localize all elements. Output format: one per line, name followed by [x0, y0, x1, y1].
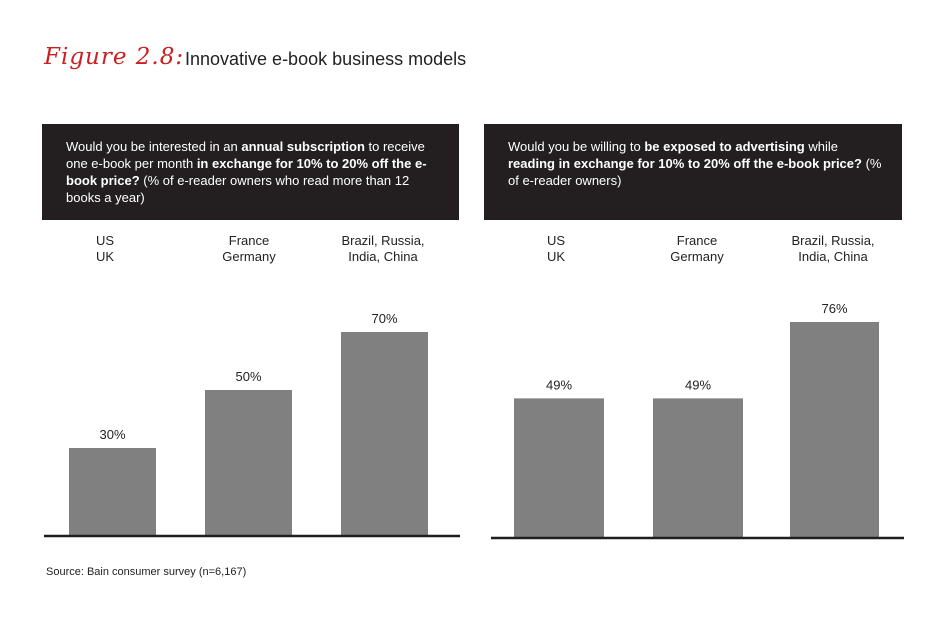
question-text-segment: in exchange for 10% to 20% off the e-boo…: [66, 156, 427, 188]
question-text-segment: (% of e-reader owners who read more than…: [66, 173, 410, 205]
category-label-line: Brazil, Russia,: [341, 233, 425, 248]
bar: [514, 398, 604, 537]
left-question-panel: Would you be interested in an annual sub…: [42, 124, 459, 220]
question-text-segment: while: [804, 139, 838, 154]
category-label-line: India, China: [798, 249, 868, 264]
category-label-line: UK: [546, 249, 566, 264]
figure-label: Figure 2.8:: [44, 44, 185, 70]
figure-title: Innovative e-book business models: [185, 49, 467, 69]
bar: [205, 390, 292, 535]
category-label: France Germany: [189, 233, 309, 265]
category-label-line: US: [95, 233, 115, 248]
category-label-line: Brazil, Russia,: [791, 233, 875, 248]
category-label-line: Germany: [222, 249, 276, 264]
bar-value-label: 30%: [99, 427, 125, 442]
bar: [790, 322, 879, 537]
bar-value-label: 76%: [821, 301, 847, 316]
bar-value-label: 70%: [371, 311, 397, 326]
question-text-segment: (% of e-reader owners): [508, 156, 882, 188]
question-text-segment: reading in exchange for 10% to 20% off t…: [508, 156, 862, 171]
bar-value-label: 49%: [546, 377, 572, 392]
question-text-segment: Would you be interested in an: [66, 139, 242, 154]
category-label-line: US: [546, 233, 566, 248]
category-label-line: India, China: [348, 249, 418, 264]
question-text-segment: Would you be willing to: [508, 139, 645, 154]
question-text-segment: to receive one e-book per month: [66, 139, 425, 171]
question-text-segment: be exposed to advertising: [644, 139, 805, 154]
bar: [653, 398, 743, 537]
bar: [69, 448, 156, 535]
category-label-line: Germany: [670, 249, 724, 264]
source-note: Source: Bain consumer survey (n=6,167): [46, 566, 247, 578]
category-label-line: France: [228, 233, 270, 248]
category-label: France Germany: [637, 233, 757, 265]
bar-value-label: 49%: [685, 377, 711, 392]
category-label-line: UK: [95, 249, 115, 264]
category-label: US UK: [496, 233, 616, 265]
category-label: US UK: [45, 233, 165, 265]
right-question-panel: Would you be willing to be exposed to ad…: [484, 124, 902, 220]
category-label: Brazil, Russia, India, China: [323, 233, 443, 265]
category-label-line: France: [676, 233, 718, 248]
bar: [341, 332, 428, 535]
bar-value-label: 50%: [235, 369, 261, 384]
category-label: Brazil, Russia, India, China: [773, 233, 893, 265]
question-text-segment: annual subscription: [241, 139, 365, 154]
